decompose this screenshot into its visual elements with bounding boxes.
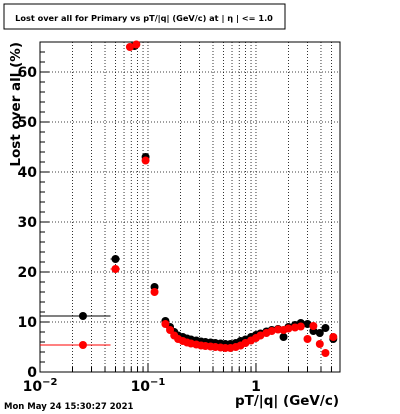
data-point	[284, 324, 293, 333]
data-point	[309, 322, 318, 330]
data-point	[315, 329, 324, 337]
data-point	[132, 40, 141, 49]
y-axis-title: Lost over all (%)	[8, 42, 24, 167]
y-tick-label: 50	[18, 115, 38, 131]
series-0	[40, 42, 338, 348]
y-tick-label: 40	[18, 165, 38, 181]
y-tick-label: 60	[18, 65, 38, 81]
chart-title: Lost over all for Primary vs pT/|q| (GeV…	[15, 13, 273, 23]
data-point	[296, 322, 305, 331]
series-1	[40, 40, 338, 357]
grid-lines	[40, 42, 340, 372]
data-point	[111, 255, 120, 263]
timestamp-label: Mon May 24 15:30:27 2021	[4, 402, 134, 412]
tick-labels: 0 10 20 30 40 50 60 10−2 10−1 1	[18, 65, 261, 395]
x-tick-label: 10−1	[131, 377, 166, 395]
data-point	[150, 288, 159, 296]
data-point	[279, 333, 288, 341]
y-tick-label: 0	[27, 365, 37, 381]
axis-ticks	[39, 41, 341, 373]
data-points	[40, 40, 338, 357]
data-point	[329, 333, 338, 341]
x-tick-label: 10−2	[23, 377, 58, 395]
y-tick-label: 30	[18, 215, 38, 231]
data-point	[78, 312, 87, 320]
data-point	[141, 156, 150, 165]
y-tick-label: 10	[18, 315, 38, 331]
data-point	[111, 265, 120, 273]
data-point	[303, 335, 312, 343]
data-point	[78, 341, 87, 349]
x-axis-title: pT/|q| (GeV/c)	[235, 393, 339, 409]
data-point	[267, 327, 276, 335]
y-tick-label: 20	[18, 265, 38, 281]
data-point	[321, 324, 330, 332]
plot-frame	[39, 41, 341, 373]
data-point	[166, 326, 175, 334]
data-point	[125, 43, 134, 51]
chart-title-box: Lost over all for Primary vs pT/|q| (GeV…	[3, 3, 286, 30]
x-tick-label: 1	[251, 379, 261, 395]
data-point	[256, 331, 265, 340]
data-point	[315, 340, 324, 348]
data-point	[161, 320, 170, 328]
data-point	[321, 349, 330, 357]
chart-title-frame	[3, 3, 286, 30]
